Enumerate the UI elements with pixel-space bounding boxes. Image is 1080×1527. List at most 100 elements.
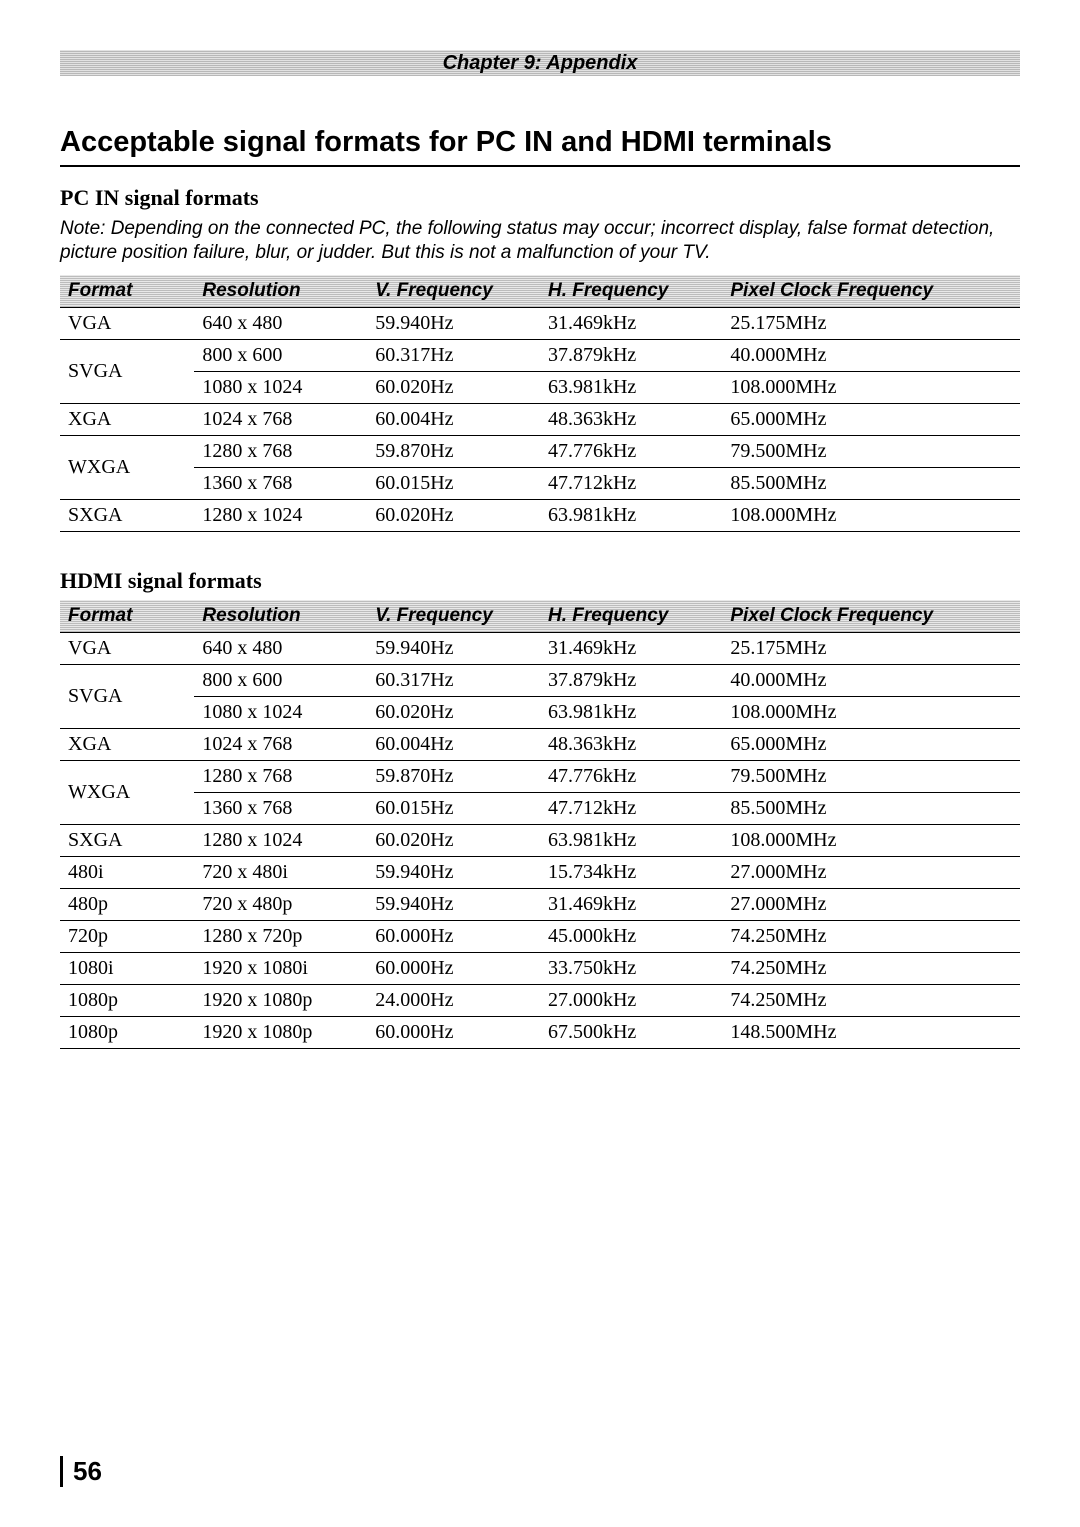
cell-pixelclock: 40.000MHz <box>722 664 1020 696</box>
col-pixelclock: Pixel Clock Frequency <box>722 600 1020 633</box>
table-row: WXGA1280 x 76859.870Hz47.776kHz79.500MHz <box>60 435 1020 467</box>
cell-pixelclock: 108.000MHz <box>722 824 1020 856</box>
cell-resolution: 1280 x 768 <box>194 435 367 467</box>
col-format: Format <box>60 600 194 633</box>
cell-pixelclock: 108.000MHz <box>722 371 1020 403</box>
cell-pixelclock: 74.250MHz <box>722 984 1020 1016</box>
cell-resolution: 1360 x 768 <box>194 467 367 499</box>
pc-in-heading: PC IN signal formats <box>60 185 1020 211</box>
cell-pixelclock: 27.000MHz <box>722 856 1020 888</box>
table-row: SVGA800 x 60060.317Hz37.879kHz40.000MHz <box>60 339 1020 371</box>
cell-hfreq: 47.776kHz <box>540 435 722 467</box>
cell-format: XGA <box>60 728 194 760</box>
table-row: 720p1280 x 720p60.000Hz45.000kHz74.250MH… <box>60 920 1020 952</box>
cell-format: 480p <box>60 888 194 920</box>
cell-resolution: 1280 x 720p <box>194 920 367 952</box>
cell-vfreq: 59.940Hz <box>367 856 540 888</box>
cell-hfreq: 45.000kHz <box>540 920 722 952</box>
cell-format: 1080p <box>60 984 194 1016</box>
cell-resolution: 1920 x 1080p <box>194 984 367 1016</box>
cell-resolution: 800 x 600 <box>194 664 367 696</box>
table-row: WXGA1280 x 76859.870Hz47.776kHz79.500MHz <box>60 760 1020 792</box>
cell-hfreq: 31.469kHz <box>540 307 722 339</box>
table-row: 1080 x 102460.020Hz63.981kHz108.000MHz <box>60 696 1020 728</box>
cell-vfreq: 60.000Hz <box>367 1016 540 1048</box>
cell-vfreq: 59.870Hz <box>367 760 540 792</box>
cell-format: WXGA <box>60 435 194 499</box>
cell-vfreq: 24.000Hz <box>367 984 540 1016</box>
cell-resolution: 640 x 480 <box>194 307 367 339</box>
cell-resolution: 640 x 480 <box>194 632 367 664</box>
table-row: 480p720 x 480p59.940Hz31.469kHz27.000MHz <box>60 888 1020 920</box>
table-header-row: Format Resolution V. Frequency H. Freque… <box>60 275 1020 308</box>
cell-format: WXGA <box>60 760 194 824</box>
cell-hfreq: 33.750kHz <box>540 952 722 984</box>
cell-hfreq: 48.363kHz <box>540 403 722 435</box>
cell-hfreq: 63.981kHz <box>540 499 722 531</box>
cell-vfreq: 60.020Hz <box>367 824 540 856</box>
cell-pixelclock: 40.000MHz <box>722 339 1020 371</box>
cell-resolution: 1024 x 768 <box>194 403 367 435</box>
cell-pixelclock: 25.175MHz <box>722 632 1020 664</box>
cell-format: XGA <box>60 403 194 435</box>
hdmi-tbody: VGA640 x 48059.940Hz31.469kHz25.175MHzSV… <box>60 632 1020 1048</box>
cell-format: SXGA <box>60 824 194 856</box>
cell-hfreq: 47.776kHz <box>540 760 722 792</box>
cell-hfreq: 31.469kHz <box>540 888 722 920</box>
pc-in-note: Note: Depending on the connected PC, the… <box>60 217 1020 265</box>
cell-pixelclock: 27.000MHz <box>722 888 1020 920</box>
cell-vfreq: 60.020Hz <box>367 371 540 403</box>
cell-format: 720p <box>60 920 194 952</box>
table-row: 1080p1920 x 1080p24.000Hz27.000kHz74.250… <box>60 984 1020 1016</box>
col-vfreq: V. Frequency <box>367 275 540 308</box>
table-row: XGA1024 x 76860.004Hz48.363kHz65.000MHz <box>60 403 1020 435</box>
table-row: SXGA1280 x 102460.020Hz63.981kHz108.000M… <box>60 499 1020 531</box>
hdmi-table: Format Resolution V. Frequency H. Freque… <box>60 600 1020 1049</box>
hdmi-heading: HDMI signal formats <box>60 568 1020 594</box>
cell-pixelclock: 148.500MHz <box>722 1016 1020 1048</box>
table-row: XGA1024 x 76860.004Hz48.363kHz65.000MHz <box>60 728 1020 760</box>
cell-pixelclock: 108.000MHz <box>722 499 1020 531</box>
cell-resolution: 800 x 600 <box>194 339 367 371</box>
col-pixelclock: Pixel Clock Frequency <box>722 275 1020 308</box>
cell-pixelclock: 25.175MHz <box>722 307 1020 339</box>
chapter-bar: Chapter 9: Appendix <box>60 50 1020 76</box>
cell-resolution: 1280 x 768 <box>194 760 367 792</box>
cell-hfreq: 63.981kHz <box>540 824 722 856</box>
cell-vfreq: 60.015Hz <box>367 467 540 499</box>
cell-resolution: 1280 x 1024 <box>194 499 367 531</box>
cell-vfreq: 60.317Hz <box>367 339 540 371</box>
cell-resolution: 1920 x 1080i <box>194 952 367 984</box>
cell-vfreq: 59.940Hz <box>367 307 540 339</box>
cell-vfreq: 59.940Hz <box>367 632 540 664</box>
cell-hfreq: 15.734kHz <box>540 856 722 888</box>
col-resolution: Resolution <box>194 600 367 633</box>
table-row: VGA640 x 48059.940Hz31.469kHz25.175MHz <box>60 632 1020 664</box>
table-row: 480i720 x 480i59.940Hz15.734kHz27.000MHz <box>60 856 1020 888</box>
cell-pixelclock: 74.250MHz <box>722 920 1020 952</box>
cell-vfreq: 60.317Hz <box>367 664 540 696</box>
cell-format: SVGA <box>60 664 194 728</box>
cell-pixelclock: 85.500MHz <box>722 792 1020 824</box>
col-vfreq: V. Frequency <box>367 600 540 633</box>
table-row: 1080 x 102460.020Hz63.981kHz108.000MHz <box>60 371 1020 403</box>
cell-vfreq: 60.020Hz <box>367 499 540 531</box>
cell-pixelclock: 85.500MHz <box>722 467 1020 499</box>
cell-vfreq: 60.000Hz <box>367 920 540 952</box>
cell-hfreq: 47.712kHz <box>540 467 722 499</box>
cell-hfreq: 47.712kHz <box>540 792 722 824</box>
table-row: SXGA1280 x 102460.020Hz63.981kHz108.000M… <box>60 824 1020 856</box>
cell-hfreq: 63.981kHz <box>540 696 722 728</box>
cell-resolution: 1920 x 1080p <box>194 1016 367 1048</box>
table-row: 1360 x 76860.015Hz47.712kHz85.500MHz <box>60 467 1020 499</box>
table-row: SVGA800 x 60060.317Hz37.879kHz40.000MHz <box>60 664 1020 696</box>
pc-in-table: Format Resolution V. Frequency H. Freque… <box>60 275 1020 532</box>
cell-pixelclock: 108.000MHz <box>722 696 1020 728</box>
cell-pixelclock: 79.500MHz <box>722 435 1020 467</box>
page-title: Acceptable signal formats for PC IN and … <box>60 126 1020 167</box>
cell-format: SVGA <box>60 339 194 403</box>
cell-vfreq: 59.870Hz <box>367 435 540 467</box>
cell-vfreq: 60.004Hz <box>367 403 540 435</box>
col-resolution: Resolution <box>194 275 367 308</box>
cell-hfreq: 67.500kHz <box>540 1016 722 1048</box>
